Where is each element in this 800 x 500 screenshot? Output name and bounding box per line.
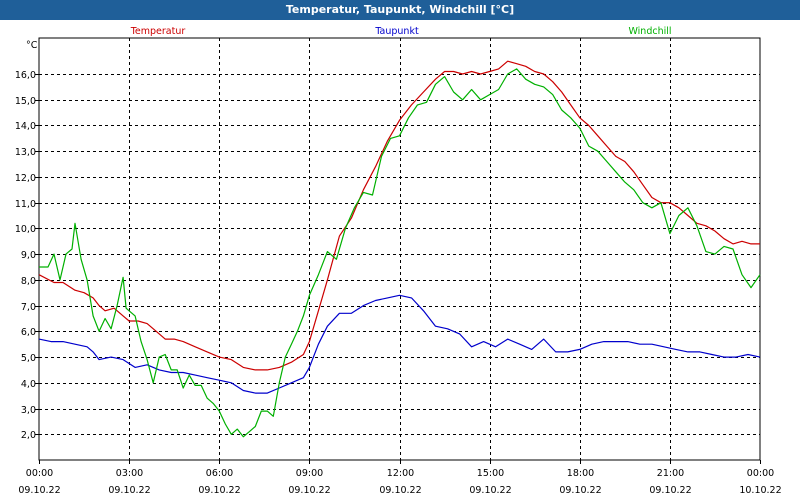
x-tick-date-label: 09.10.22 [108, 485, 150, 496]
y-tick-label: 7,0 [21, 302, 36, 313]
y-tick-label: 16,0 [15, 70, 36, 81]
chart-title: Temperatur, Taupunkt, Windchill [°C] [0, 0, 800, 20]
legend-entry-taupunkt: Taupunkt [374, 26, 419, 37]
y-tick-label: 14,0 [15, 121, 36, 132]
y-tick-label: 4,0 [21, 379, 36, 390]
y-axis-label: °C [26, 40, 38, 51]
y-tick-label: 12,0 [15, 173, 36, 184]
x-tick-time-label: 21:00 [657, 468, 684, 479]
series-line-windchill [39, 68, 761, 438]
x-tick-date-label: 10.10.22 [739, 485, 781, 496]
y-tick-label: 2,0 [21, 430, 36, 441]
y-tick-label: 5,0 [21, 353, 36, 364]
legend: Temperatur Taupunkt Windchill [130, 26, 672, 37]
plot-area-frame [38, 37, 761, 461]
x-tick-time-label: 03:00 [116, 468, 143, 479]
x-tick-time-label: 15:00 [477, 468, 504, 479]
y-tick-label: 10,0 [15, 224, 36, 235]
x-tick-date-label: 09.10.22 [18, 485, 60, 496]
legend-entry-windchill: Windchill [628, 26, 671, 37]
x-tick-date-label: 09.10.22 [559, 485, 601, 496]
grid-lines [39, 38, 760, 460]
x-tick-time-label: 09:00 [296, 468, 323, 479]
y-tick-label: 8,0 [21, 276, 36, 287]
y-tick-label: 3,0 [21, 405, 36, 416]
x-tick-time-label: 06:00 [206, 468, 233, 479]
x-axis-ticks: 00:00 09.10.22 03:00 09.10.22 06:00 09.10.22 0… [18, 460, 782, 496]
y-tick-label: 11,0 [15, 199, 36, 210]
legend-entry-temperatur: Temperatur [130, 26, 186, 37]
y-tick-label: 13,0 [15, 147, 36, 158]
x-tick-time-label: 12:00 [387, 468, 414, 479]
y-tick-label: 6,0 [21, 327, 36, 338]
x-tick-time-label: 18:00 [567, 468, 594, 479]
y-tick-label: 15,0 [15, 96, 36, 107]
series-line-taupunkt [38, 294, 761, 394]
y-axis-ticks: 2,0 3,0 4,0 5,0 6,0 7,0 8,0 9,0 10,0 11,0 12,0 13,0… [15, 70, 39, 441]
x-tick-time-label: 00:00 [747, 468, 774, 479]
x-tick-date-label: 09.10.22 [649, 485, 691, 496]
x-tick-date-label: 09.10.22 [288, 485, 330, 496]
x-tick-time-label: 00:00 [26, 468, 53, 479]
y-tick-label: 9,0 [21, 250, 36, 261]
x-tick-date-label: 09.10.22 [379, 485, 421, 496]
series-lines [38, 60, 761, 438]
x-tick-date-label: 09.10.22 [198, 485, 240, 496]
series-line-temperatur [38, 60, 760, 371]
x-tick-date-label: 09.10.22 [469, 485, 511, 496]
